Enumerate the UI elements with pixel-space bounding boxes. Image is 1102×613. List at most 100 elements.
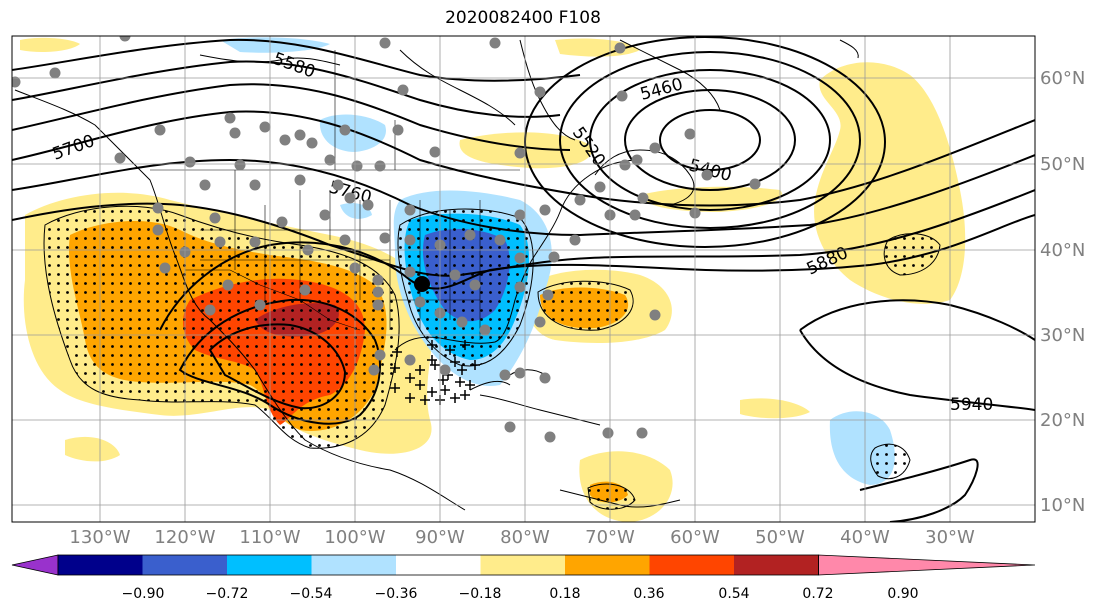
plus-markers — [390, 340, 480, 405]
political-borders — [150, 50, 520, 340]
station-dot — [464, 229, 476, 241]
station-dot — [489, 37, 501, 49]
plus-marker — [415, 380, 425, 390]
station-dot — [602, 427, 614, 439]
plus-marker — [390, 383, 400, 393]
plus-marker — [465, 380, 475, 390]
station-dot — [199, 179, 211, 191]
colorbar-segment — [734, 555, 819, 575]
plus-marker — [460, 340, 470, 350]
station-dot — [404, 354, 416, 366]
map-title: 2020082400 F108 — [445, 8, 601, 28]
station-dot — [159, 262, 171, 274]
station-dot — [539, 372, 551, 384]
lon-label: 120°W — [154, 527, 215, 548]
station-dot — [514, 252, 526, 264]
lon-label: 60°W — [670, 527, 720, 548]
station-dot — [574, 194, 586, 206]
station-dot — [374, 349, 386, 361]
colorbar-tick: −0.36 — [375, 586, 418, 602]
station-dot — [379, 232, 391, 244]
station-dot — [504, 421, 516, 433]
plus-marker — [390, 363, 400, 373]
colorbar-segment — [649, 555, 735, 575]
station-dot — [469, 279, 481, 291]
plus-marker — [420, 395, 430, 405]
station-dot — [339, 234, 351, 246]
station-dot — [114, 152, 126, 164]
station-dot — [414, 296, 426, 308]
station-dot — [684, 128, 696, 140]
colorbar-tick: −0.18 — [459, 586, 502, 602]
station-dot — [294, 174, 306, 186]
station-dot — [351, 160, 363, 172]
plus-marker — [455, 377, 465, 387]
colorbar-tick: 0.90 — [887, 586, 918, 602]
station-dot — [222, 279, 234, 291]
station-dot — [494, 234, 506, 246]
colorbar-segment — [480, 555, 566, 575]
station-dot — [249, 236, 261, 248]
station-dot — [119, 36, 131, 42]
plus-marker — [438, 375, 448, 385]
station-dot — [499, 369, 511, 381]
station-dot — [319, 209, 331, 221]
colorbar-segment — [565, 555, 650, 575]
station-dot — [259, 121, 271, 133]
station-dot — [569, 234, 581, 246]
lon-label: 70°W — [585, 527, 635, 548]
plus-marker — [392, 347, 402, 357]
lon-label: 30°W — [925, 527, 975, 548]
colorbar-ticks: −0.90 −0.72 −0.54 −0.36 −0.18 0.18 0.36 … — [122, 586, 919, 602]
colorbar-segment — [396, 555, 481, 575]
station-dot — [619, 159, 631, 171]
station-dot — [344, 192, 356, 204]
lon-label: 50°W — [755, 527, 805, 548]
plus-marker — [415, 365, 425, 375]
station-dot — [594, 181, 606, 193]
station-dot — [339, 124, 351, 136]
colorbar — [11, 554, 1036, 576]
contour-label: 5580 — [270, 49, 317, 83]
lon-label: 90°W — [415, 527, 465, 548]
station-dot — [368, 364, 380, 376]
plus-marker — [427, 387, 437, 397]
lon-label: 110°W — [239, 527, 300, 548]
station-dot — [234, 159, 246, 171]
station-dot — [544, 431, 556, 443]
colorbar-tick: −0.90 — [122, 586, 165, 602]
station-dot — [534, 86, 546, 98]
station-dot — [514, 281, 526, 293]
station-dot — [749, 178, 761, 190]
coastlines — [14, 39, 859, 511]
station-dot — [229, 127, 241, 139]
center-marker — [414, 276, 430, 292]
plus-marker — [427, 340, 437, 350]
station-dot — [204, 304, 216, 316]
colorbar-tick: −0.72 — [206, 586, 249, 602]
station-dot — [49, 67, 61, 79]
contour-label: 5940 — [950, 395, 993, 415]
station-dot — [374, 160, 386, 172]
station-dot — [514, 209, 526, 221]
station-dot — [616, 90, 628, 102]
station-dot — [249, 179, 261, 191]
contour-label: 5460 — [638, 74, 685, 105]
longitude-labels: 130°W 120°W 110°W 100°W 90°W 80°W 70°W 6… — [69, 527, 975, 548]
plus-marker — [460, 390, 470, 400]
map-area: 5580 5700 5760 5460 5520 5400 5880 5940 — [12, 36, 1035, 522]
station-dot — [214, 236, 226, 248]
station-dot — [224, 112, 236, 124]
colorbar-outline — [57, 554, 819, 576]
station-dot — [548, 251, 560, 263]
colorbar-tick: −0.54 — [290, 586, 333, 602]
plus-marker — [470, 360, 480, 370]
station-dot — [542, 289, 554, 301]
station-dot — [12, 76, 21, 88]
station-dot — [514, 147, 526, 159]
station-dot — [397, 84, 409, 96]
station-dot — [209, 212, 221, 224]
plus-marker — [450, 357, 460, 367]
station-dot — [372, 299, 384, 311]
